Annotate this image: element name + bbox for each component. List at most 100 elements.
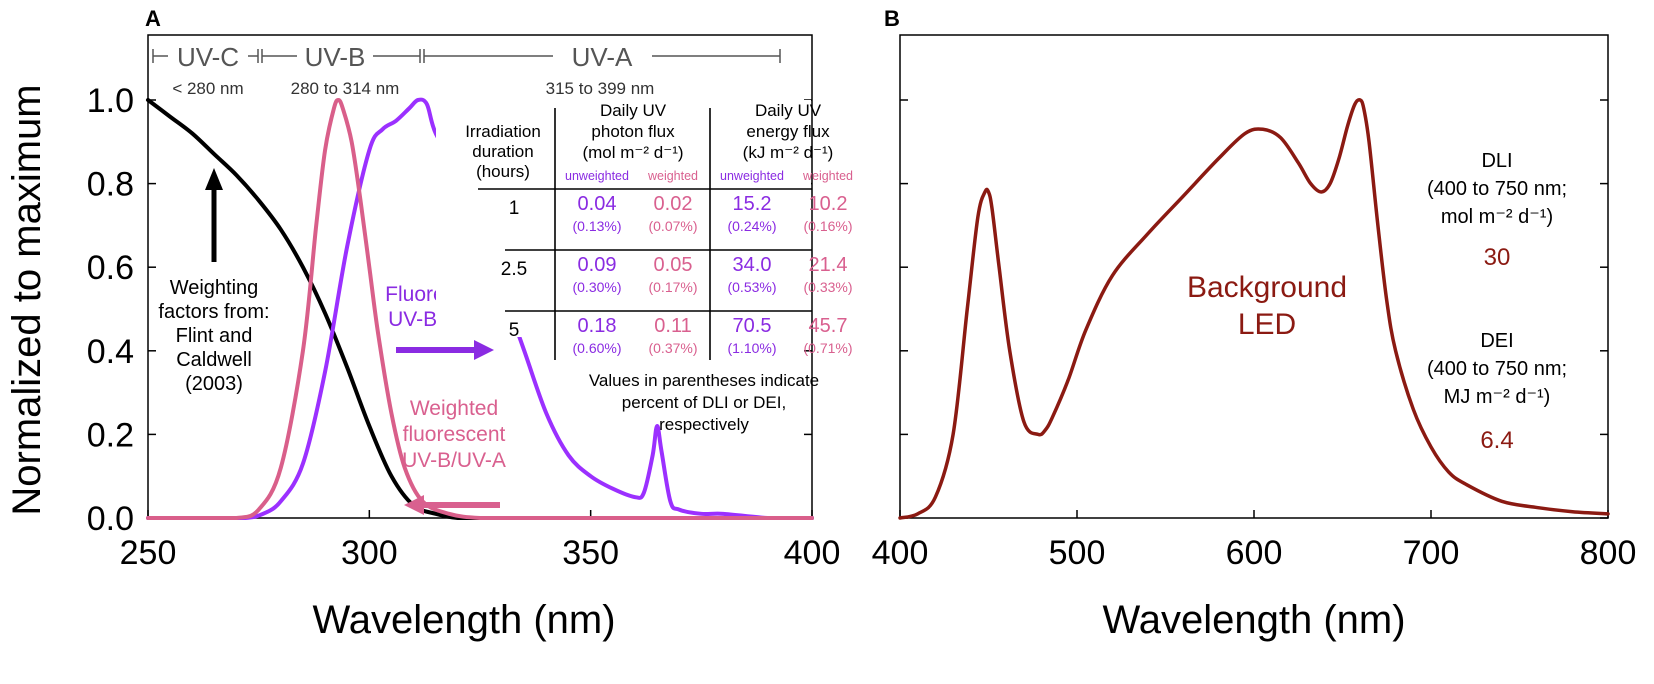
table-head-irr-2: duration [472,142,533,161]
dei-label-1: DEI [1480,330,1513,352]
table-cell-energy-unweighted-pct: (0.24%) [727,218,776,234]
panel-a-y-axis-label: Normalized to maximum [5,84,49,515]
dli-label-1: DLI [1481,150,1512,172]
table-cell-photon-unweighted-pct: (0.30%) [572,279,621,295]
panel-a-x-ticks: 250 300 350 400 [120,510,841,572]
uv-a-range: 315 to 399 nm [546,79,655,98]
uv-a-label: UV-A [572,42,633,72]
table-sub-energy-unweighted: unweighted [720,169,784,183]
panel-a-ytick-label: 0.4 [87,333,134,371]
table-cell-energy-weighted-pct: (0.33%) [803,279,852,295]
dli-value: 30 [1484,244,1511,271]
table-cell-photon-unweighted-pct: (0.60%) [572,340,621,356]
panel-b-x-axis-label: Wavelength (nm) [1102,598,1405,642]
weighting-text-5: (2003) [185,373,243,395]
table-cell-hours: 1 [509,198,520,219]
table-cell-energy-unweighted: 70.5 [733,315,772,337]
uv-dose-table: Irradiation duration (hours) Daily UV ph… [436,100,853,434]
table-row: 2.5 0.09 (0.30%) 0.05 (0.17%) 34.0 (0.53%) 21.4… [501,254,853,295]
weighting-text-3: Flint and [176,325,253,347]
panel-a-y-ticks: 0.0 0.2 0.4 0.6 0.8 1.0 [87,82,812,538]
panel-b-xtick-label: 800 [1580,534,1637,572]
led-label-2: LED [1238,308,1296,341]
panel-a-x-axis-label: Wavelength (nm) [312,598,615,642]
panel-a-xtick-label: 350 [562,534,619,572]
weighting-text-2: factors from: [158,301,269,323]
table-row: 1 0.04 (0.13%) 0.02 (0.07%) 15.2 (0.24%) 10.2 (0… [509,193,853,234]
panel-b-y-ticks [900,99,1608,519]
dei-value: 6.4 [1480,427,1513,454]
table-cell-photon-weighted-pct: (0.17%) [648,279,697,295]
table-cell-hours: 5 [509,320,520,341]
table-cell-photon-unweighted: 0.18 [578,315,617,337]
table-note-2: percent of DLI or DEI, [622,393,786,412]
panel-a-ytick-label: 0.8 [87,166,134,204]
table-cell-energy-unweighted-pct: (0.53%) [727,279,776,295]
table-note-3: respectively [659,415,749,434]
dli-label-2: (400 to 750 nm; [1427,178,1567,200]
table-cell-photon-weighted-pct: (0.07%) [648,218,697,234]
panel-a-ytick-label: 0.0 [87,500,134,538]
panel-b-xtick-label: 500 [1049,534,1106,572]
weighting-text-4: Caldwell [176,349,252,371]
table-head-energy-2: energy flux [746,122,830,141]
panel-a-xtick-label: 400 [784,534,841,572]
table-background [436,100,811,337]
table-cell-energy-weighted: 45.7 [809,315,848,337]
table-cell-energy-weighted: 10.2 [809,193,848,215]
table-note-1: Values in parentheses indicate [589,371,819,390]
table-cell-photon-unweighted: 0.04 [578,193,617,215]
uv-band-markers [152,49,781,63]
uv-c-label: UV-C [177,42,239,72]
weighted-fluorescent-text-2: fluorescent [403,423,506,446]
dli-label-3: mol m⁻² d⁻¹) [1441,206,1553,228]
weighting-text-1: Weighting [170,277,259,299]
panel-a-ytick-label: 1.0 [87,82,134,120]
weighted-fluorescent-arrow-head [404,495,424,515]
weighting-arrow-head [205,168,223,190]
table-sub-photon-unweighted: unweighted [565,169,629,183]
panel-a-xtick-label: 300 [341,534,398,572]
panel-b-xtick-label: 400 [872,534,929,572]
table-row: 5 0.18 (0.60%) 0.11 (0.37%) 70.5 (1.10%) 45.7 (0… [509,315,853,356]
table-head-irr-3: (hours) [476,162,530,181]
table-cell-energy-unweighted: 15.2 [733,193,772,215]
table-head-photon-3: (mol m⁻² d⁻¹) [582,143,683,162]
table-head-photon-1: Daily UV [600,101,667,120]
table-cell-photon-unweighted-pct: (0.13%) [572,218,621,234]
panel-b-series-0-line [898,98,1610,520]
table-cell-energy-weighted-pct: (0.71%) [803,340,852,356]
panel-b-series [898,98,1610,520]
panel-b: B 400 500 600 700 800 Wavelength (nm) Backgr… [872,6,1637,642]
table-cell-energy-unweighted: 34.0 [733,254,772,276]
panel-b-xtick-label: 700 [1403,534,1460,572]
table-cell-photon-weighted: 0.02 [654,193,693,215]
table-sub-energy-weighted: weighted [802,169,853,183]
table-cell-photon-weighted: 0.05 [654,254,693,276]
uv-b-label: UV-B [305,42,366,72]
table-cell-energy-weighted-pct: (0.16%) [803,218,852,234]
panel-a-series-2-line [146,98,814,521]
uv-b-range: 280 to 314 nm [291,79,400,98]
panel-a: A 0.0 0.2 0.4 0.6 0.8 1.0 250 300 350 400 Normal… [5,6,853,642]
table-head-photon-2: photon flux [591,122,675,141]
table-cell-photon-weighted-pct: (0.37%) [648,340,697,356]
panel-b-label: B [884,6,900,31]
table-head-irr-1: Irradiation [465,122,541,141]
fluorescent-arrow-head [474,340,494,360]
table-head-energy-1: Daily UV [755,101,822,120]
table-rows: 1 0.04 (0.13%) 0.02 (0.07%) 15.2 (0.24%) 10.2 (0… [501,193,853,356]
dei-label-3: MJ m⁻² d⁻¹) [1444,386,1551,408]
table-cell-hours: 2.5 [501,259,527,280]
table-head-energy-3: (kJ m⁻² d⁻¹) [743,143,834,162]
table-cell-energy-weighted: 21.4 [809,254,848,276]
weighted-fluorescent-text-1: Weighted [410,397,498,420]
weighted-fluorescent-text-3: UV-B/UV-A [402,449,506,472]
table-sub-photon-weighted: weighted [647,169,698,183]
table-cell-photon-unweighted: 0.09 [578,254,617,276]
panel-a-ytick-label: 0.6 [87,249,134,287]
panel-a-label: A [145,6,161,31]
table-cell-energy-unweighted-pct: (1.10%) [727,340,776,356]
led-label-1: Background [1187,271,1347,304]
